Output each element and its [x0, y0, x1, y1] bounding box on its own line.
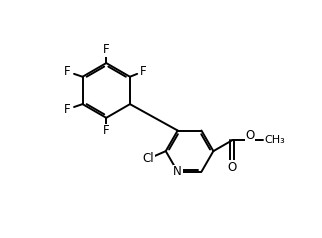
Text: F: F [103, 44, 109, 56]
Text: F: F [140, 65, 147, 78]
Text: F: F [103, 124, 109, 137]
Text: F: F [64, 65, 71, 78]
Text: O: O [245, 129, 254, 142]
Text: N: N [173, 165, 182, 178]
Text: CH₃: CH₃ [264, 135, 285, 145]
Text: F: F [64, 103, 71, 116]
Text: O: O [227, 161, 237, 174]
Text: Cl: Cl [143, 152, 155, 165]
